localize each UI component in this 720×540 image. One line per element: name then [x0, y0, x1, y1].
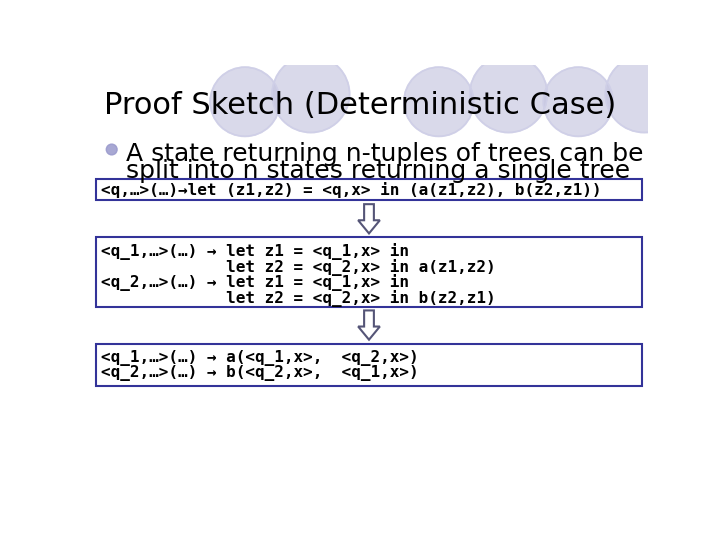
Text: <q,…>(…)→let (z1,z2) = <q,x> in (a(z1,z2), b(z2,z1)): <q,…>(…)→let (z1,z2) = <q,x> in (a(z1,z2… [101, 181, 601, 198]
FancyBboxPatch shape [96, 179, 642, 200]
Text: let z2 = <q_2,x> in b(z2,z1): let z2 = <q_2,x> in b(z2,z1) [101, 289, 495, 307]
Text: let z2 = <q_2,x> in a(z1,z2): let z2 = <q_2,x> in a(z1,z2) [101, 259, 495, 276]
Ellipse shape [107, 144, 117, 155]
Text: <q_1,…>(…) → let z1 = <q_1,x> in: <q_1,…>(…) → let z1 = <q_1,x> in [101, 244, 409, 260]
Ellipse shape [210, 67, 280, 137]
FancyBboxPatch shape [96, 343, 642, 386]
Ellipse shape [469, 56, 547, 132]
Ellipse shape [606, 56, 683, 132]
Text: Proof Sketch (Deterministic Case): Proof Sketch (Deterministic Case) [104, 91, 616, 120]
Text: <q_1,…>(…) → a(<q_1,x>,  <q_2,x>): <q_1,…>(…) → a(<q_1,x>, <q_2,x>) [101, 350, 418, 366]
Text: split into n states returning a single tree: split into n states returning a single t… [126, 159, 630, 183]
Polygon shape [358, 204, 380, 233]
Text: A state returning n-tuples of trees can be: A state returning n-tuples of trees can … [126, 142, 643, 166]
Text: <q_2,…>(…) → let z1 = <q_1,x> in: <q_2,…>(…) → let z1 = <q_1,x> in [101, 274, 409, 291]
Ellipse shape [404, 67, 474, 137]
Polygon shape [358, 310, 380, 340]
FancyBboxPatch shape [96, 237, 642, 307]
Ellipse shape [272, 56, 350, 132]
Text: <q_2,…>(…) → b(<q_2,x>,  <q_1,x>): <q_2,…>(…) → b(<q_2,x>, <q_1,x>) [101, 365, 418, 381]
Ellipse shape [544, 67, 613, 137]
